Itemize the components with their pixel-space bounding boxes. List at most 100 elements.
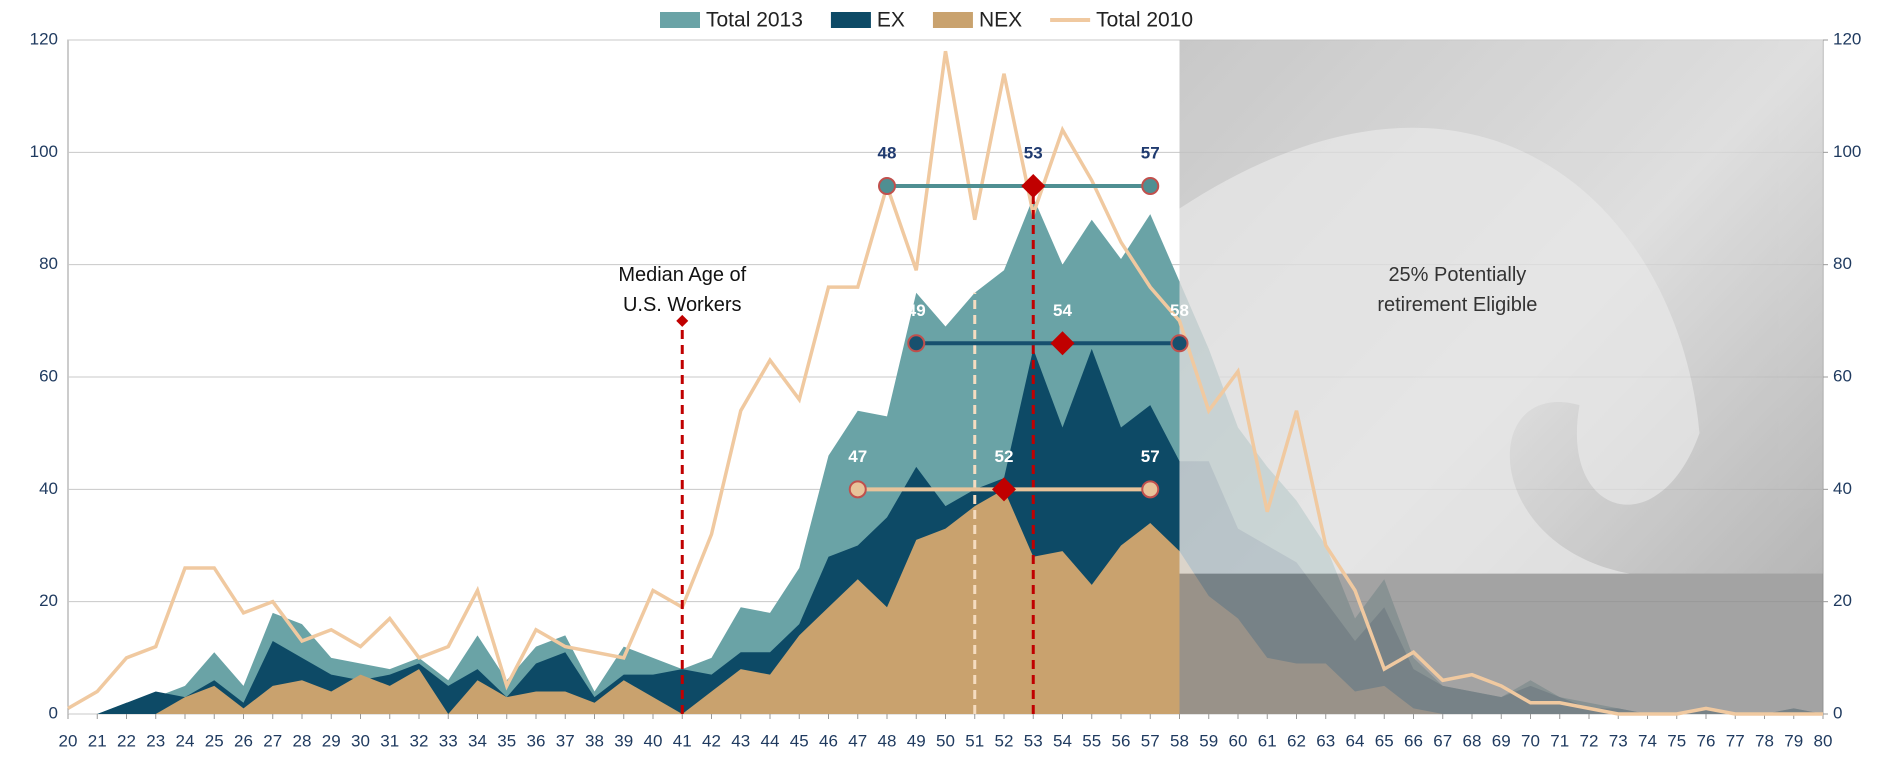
x-tick-label: 37 (556, 731, 575, 750)
x-tick-label: 80 (1814, 731, 1833, 750)
range-label: 54 (1053, 301, 1072, 320)
x-tick-label: 36 (527, 731, 546, 750)
x-tick-label: 35 (497, 731, 516, 750)
x-tick-label: 51 (965, 731, 984, 750)
x-tick-label: 71 (1550, 731, 1569, 750)
legend-label: Total 2010 (1096, 9, 1193, 32)
x-tick-label: 29 (322, 731, 341, 750)
range-label: 58 (1170, 301, 1189, 320)
x-tick-label: 34 (468, 731, 487, 750)
x-tick-label: 32 (410, 731, 429, 750)
x-tick-label: 56 (1112, 731, 1131, 750)
x-tick-label: 48 (878, 731, 897, 750)
x-tick-label: 58 (1170, 731, 1189, 750)
y2-tick-label: 40 (1833, 479, 1852, 498)
x-tick-label: 20 (59, 731, 78, 750)
range-end (908, 335, 924, 351)
x-tick-label: 68 (1463, 731, 1482, 750)
x-tick-label: 31 (380, 731, 399, 750)
y2-tick-label: 20 (1833, 591, 1852, 610)
x-tick-label: 22 (117, 731, 136, 750)
x-tick-label: 70 (1521, 731, 1540, 750)
range-label: 49 (907, 301, 926, 320)
range-label: 53 (1024, 144, 1043, 163)
x-tick-label: 77 (1726, 731, 1745, 750)
x-tick-label: 47 (848, 731, 867, 750)
x-tick-label: 45 (790, 731, 809, 750)
x-tick-label: 76 (1697, 731, 1716, 750)
y2-tick-label: 120 (1833, 29, 1861, 48)
x-tick-label: 53 (1024, 731, 1043, 750)
x-tick-label: 67 (1433, 731, 1452, 750)
x-tick-label: 44 (761, 731, 780, 750)
x-tick-label: 62 (1287, 731, 1306, 750)
x-tick-label: 74 (1638, 731, 1657, 750)
x-tick-label: 49 (907, 731, 926, 750)
range-label: 57 (1141, 144, 1160, 163)
y2-tick-label: 0 (1833, 703, 1842, 722)
legend-label: Total 2013 (706, 9, 803, 32)
y-tick-label: 20 (39, 591, 58, 610)
range-end (1142, 178, 1158, 194)
x-tick-label: 39 (614, 731, 633, 750)
range-end (879, 178, 895, 194)
marker (676, 315, 688, 327)
x-tick-label: 63 (1316, 731, 1335, 750)
y-tick-label: 60 (39, 366, 58, 385)
x-tick-label: 69 (1492, 731, 1511, 750)
x-tick-label: 40 (644, 731, 663, 750)
x-tick-label: 55 (1082, 731, 1101, 750)
y-tick-label: 40 (39, 479, 58, 498)
x-tick-label: 54 (1053, 731, 1072, 750)
x-tick-label: 52 (995, 731, 1014, 750)
x-tick-label: 61 (1258, 731, 1277, 750)
sea (1180, 574, 1824, 714)
range-end (850, 481, 866, 497)
x-tick-label: 23 (146, 731, 165, 750)
annotation: U.S. Workers (623, 294, 742, 316)
x-tick-label: 66 (1404, 731, 1423, 750)
annotation: retirement Eligible (1377, 294, 1537, 316)
chart: Total 2013EXNEXTotal 2010 02040608010012… (0, 0, 1884, 759)
legend-label: EX (877, 9, 905, 32)
x-tick-label: 59 (1199, 731, 1218, 750)
x-tick-label: 28 (293, 731, 312, 750)
x-tick-label: 64 (1346, 731, 1365, 750)
range-label: 48 (878, 144, 897, 163)
x-tick-label: 78 (1755, 731, 1774, 750)
x-tick-label: 42 (702, 731, 721, 750)
annotation: 25% Potentially (1388, 264, 1526, 286)
x-tick-label: 25 (205, 731, 224, 750)
x-tick-label: 65 (1375, 731, 1394, 750)
y2-tick-label: 100 (1833, 142, 1861, 161)
y-tick-label: 0 (49, 703, 58, 722)
legend-swatch (831, 12, 871, 28)
x-tick-label: 30 (351, 731, 370, 750)
x-tick-label: 21 (88, 731, 107, 750)
y-tick-label: 120 (30, 29, 58, 48)
range-label: 52 (995, 447, 1014, 466)
y-tick-label: 100 (30, 142, 58, 161)
x-tick-label: 72 (1580, 731, 1599, 750)
x-tick-label: 60 (1229, 731, 1248, 750)
x-tick-label: 27 (263, 731, 282, 750)
legend-swatch (933, 12, 973, 28)
shaded-region (1180, 40, 1824, 714)
x-tick-label: 24 (176, 731, 195, 750)
range-label: 57 (1141, 447, 1160, 466)
x-tick-label: 73 (1609, 731, 1628, 750)
range-label: 47 (848, 447, 867, 466)
x-tick-label: 50 (936, 731, 955, 750)
y2-tick-label: 80 (1833, 254, 1852, 273)
x-tick-label: 57 (1141, 731, 1160, 750)
legend-label: NEX (979, 9, 1022, 32)
x-tick-label: 26 (234, 731, 253, 750)
y-tick-label: 80 (39, 254, 58, 273)
x-tick-label: 46 (819, 731, 838, 750)
range-end (1142, 481, 1158, 497)
legend: Total 2013 EX NEX Total 2010 (660, 9, 1193, 32)
x-tick-label: 79 (1784, 731, 1803, 750)
x-tick-label: 33 (439, 731, 458, 750)
x-tick-label: 43 (731, 731, 750, 750)
x-tick-label: 75 (1667, 731, 1686, 750)
